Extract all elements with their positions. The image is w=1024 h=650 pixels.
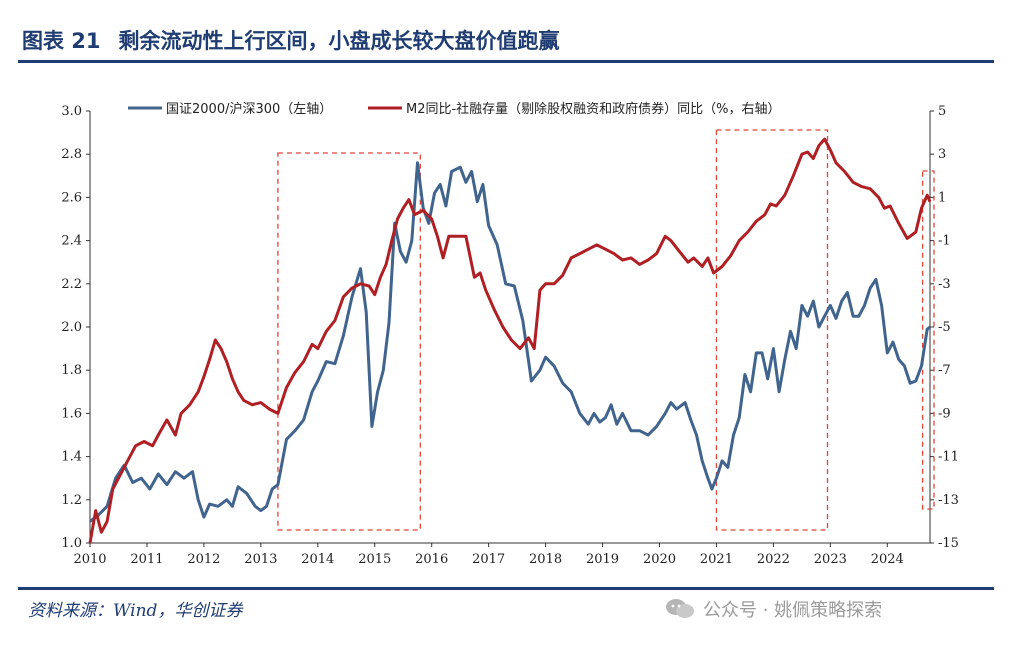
wechat-icon [666,599,694,618]
x-tick-label: 2015 [358,552,391,567]
x-tick-label: 2022 [757,552,790,567]
highlight-box [921,170,935,510]
y-right-tick-label: -3 [938,277,951,292]
y-right-tick-label: 5 [938,104,946,119]
x-tick-label: 2023 [814,552,847,567]
y-left-tick-label: 2.0 [61,320,82,335]
y-right-tick-label: -13 [938,493,959,508]
watermark-text: 公众号 · 姚佩策略探索 [703,600,883,621]
y-left-tick-label: 2.8 [61,147,82,162]
y-left-tick-label: 2.6 [61,190,82,205]
figure-number: 图表 21 [22,29,101,53]
chart-axes: 1.01.21.41.61.82.02.22.42.62.83.0-15-13-… [61,104,959,567]
line-chart: 1.01.21.41.61.82.02.22.42.62.83.0-15-13-… [61,101,959,567]
title-rule [18,60,994,63]
y-right-tick-label: -7 [938,363,951,378]
legend-label-left: 国证2000/沪深300（左轴） [166,101,332,117]
x-tick-label: 2017 [472,552,505,567]
y-right-tick-label: -15 [938,536,959,551]
x-tick-label: 2010 [73,552,106,567]
y-left-tick-label: 1.8 [61,363,82,378]
y-right-tick-label: -1 [938,234,951,249]
figure-title: 图表 21 剩余流动性上行区间，小盘成长较大盘价值跑赢 [22,25,560,55]
highlight-boxes [277,129,935,531]
x-tick-label: 2014 [301,552,334,567]
watermark: 公众号 · 姚佩策略探索 [665,596,882,622]
y-right-tick-label: -11 [938,450,959,465]
chart-lines [88,137,932,544]
y-left-tick-label: 3.0 [61,104,82,119]
x-tick-label: 2021 [700,552,733,567]
y-left-tick-label: 2.4 [61,234,82,249]
series-line-excess-liquidity [88,137,932,544]
y-left-tick-label: 2.2 [61,277,82,292]
footer-rule [18,587,994,590]
y-right-tick-label: -9 [938,406,951,421]
source-note: 资料来源：Wind，华创证券 [28,601,243,621]
y-right-tick-label: -5 [938,320,951,335]
x-tick-label: 2013 [244,552,277,567]
x-tick-label: 2012 [187,552,220,567]
series-line-small-large-ratio [89,161,931,523]
x-tick-label: 2019 [586,552,619,567]
chart-legend: 国证2000/沪深300（左轴） M2同比-社融存量（剔除股权融资和政府债券）同… [128,101,781,117]
y-left-tick-label: 1.4 [61,450,82,465]
y-left-tick-label: 1.0 [61,536,82,551]
figure-title-text: 剩余流动性上行区间，小盘成长较大盘价值跑赢 [118,29,560,53]
x-tick-label: 2024 [871,552,904,567]
y-left-tick-label: 1.2 [61,493,82,508]
highlight-box [715,129,829,531]
x-tick-label: 2020 [643,552,676,567]
x-tick-label: 2018 [529,552,562,567]
y-right-tick-label: 3 [938,147,946,162]
x-tick-label: 2011 [130,552,163,567]
legend-label-right: M2同比-社融存量（剔除股权融资和政府债券）同比（%，右轴） [406,101,781,117]
y-right-tick-label: 1 [938,190,946,205]
y-left-tick-label: 1.6 [61,406,82,421]
x-tick-label: 2016 [415,552,448,567]
highlight-box [277,152,421,531]
